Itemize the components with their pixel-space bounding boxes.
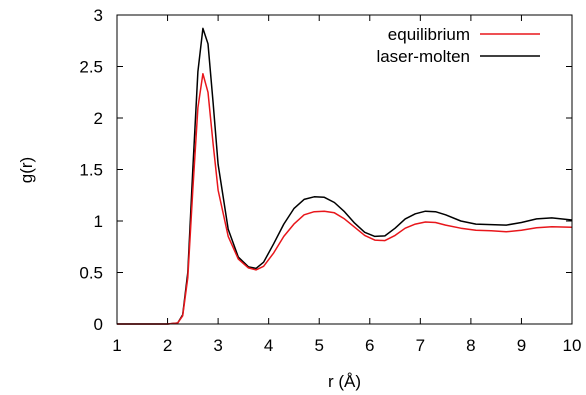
- y-tick-label: 2.5: [79, 58, 103, 77]
- x-tick-label: 1: [112, 336, 121, 355]
- y-tick-label: 1: [94, 212, 103, 231]
- x-axis-label: r (Å): [328, 372, 361, 391]
- series-line-equilibrium: [117, 72, 573, 325]
- x-tick-label: 7: [416, 336, 425, 355]
- y-tick-label: 1.5: [79, 161, 103, 180]
- axis-ticks: 1 2 3 4 5 6 7 8 9 10 0 0.5 1 1.5 2 2.5 3: [79, 6, 581, 355]
- legend: equilibrium laser-molten: [376, 25, 540, 66]
- x-tick-label: 10: [563, 336, 582, 355]
- y-tick-label: 3: [94, 6, 103, 25]
- y-axis-label: g(r): [17, 157, 36, 183]
- x-tick-label: 3: [213, 336, 222, 355]
- y-tick-label: 2: [94, 109, 103, 128]
- x-tick-label: 8: [466, 336, 475, 355]
- legend-label: equilibrium: [388, 25, 470, 44]
- x-tick-label: 2: [163, 336, 172, 355]
- series-line-laser-molten: [117, 27, 573, 325]
- x-tick-label: 5: [314, 336, 323, 355]
- y-tick-label: 0: [94, 315, 103, 334]
- x-tick-label: 4: [264, 336, 273, 355]
- x-tick-label: 6: [365, 336, 374, 355]
- series-lines: [117, 27, 573, 325]
- plot-frame: [116, 14, 573, 325]
- legend-label: laser-molten: [376, 47, 470, 66]
- y-tick-label: 0.5: [79, 264, 103, 283]
- x-tick-label: 9: [517, 336, 526, 355]
